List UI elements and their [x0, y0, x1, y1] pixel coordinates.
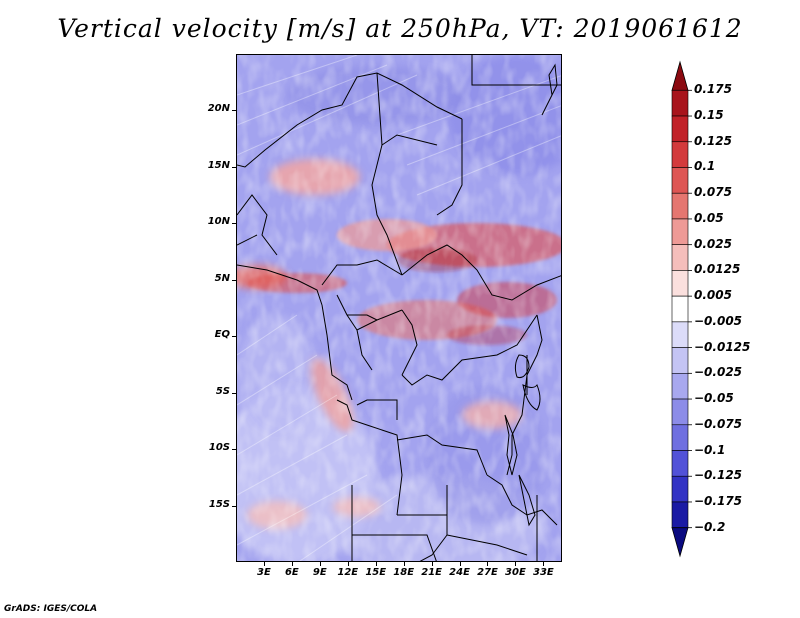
lon-label: 12E: [337, 567, 359, 578]
lat-tick: [232, 110, 236, 112]
colorbar-swatch: [671, 321, 689, 348]
colorbar-level-label: 0.0125: [694, 262, 741, 277]
lon-label: 18E: [393, 567, 415, 578]
lon-tick: [487, 562, 489, 566]
colorbar-level-label: −0.005: [694, 313, 743, 328]
lat-tick: [232, 279, 236, 281]
lat-tick: [232, 166, 236, 168]
colorbar-level-label: −0.075: [694, 416, 743, 431]
colorbar-swatch: [671, 244, 689, 271]
lat-label: 10S: [208, 442, 230, 454]
lon-label: 27E: [477, 567, 498, 578]
colorbar-swatch: [671, 475, 689, 503]
colorbar-level-label: −0.125: [694, 468, 743, 483]
lon-tick: [375, 562, 377, 566]
colorbar-swatch: [671, 424, 689, 451]
lat-label: 15N: [207, 159, 230, 171]
colorbar-swatch: [671, 167, 689, 194]
lon-tick: [459, 562, 461, 566]
lon-label: 9E: [312, 567, 327, 578]
colorbar-swatch: [671, 295, 689, 323]
colorbar-level-label: −0.1: [694, 442, 726, 457]
lat-tick: [232, 392, 236, 394]
colorbar-level-label: −0.05: [694, 391, 734, 406]
colorbar-level-label: 0.15: [694, 108, 724, 123]
lon-label: 33E: [532, 567, 554, 578]
colorbar-level-label: −0.175: [694, 493, 743, 508]
lat-label: 10N: [207, 216, 230, 228]
colorbar-level-label: −0.2: [694, 519, 726, 534]
lon-tick: [291, 562, 293, 566]
plot-title: Vertical velocity [m/s] at 250hPa, VT: 2…: [57, 14, 743, 43]
colorbar-level-label: 0.175: [694, 82, 732, 97]
lon-label: 21E: [421, 567, 442, 578]
colorbar-level-label: 0.005: [694, 288, 732, 303]
velocity-field: [237, 55, 561, 561]
colorbar-swatch: [671, 373, 689, 400]
colorbar-top-arrow: [671, 60, 689, 91]
colorbar-swatch: [671, 347, 689, 374]
colorbar-level-label: 0.025: [694, 236, 732, 251]
lat-tick: [232, 505, 236, 507]
lon-label: 3E: [257, 567, 271, 578]
colorbar-level-label: 0.125: [694, 133, 732, 148]
lon-label: 6E: [284, 567, 299, 578]
colorbar-bottom-arrow: [671, 527, 689, 558]
colorbar-level-label: −0.0125: [694, 339, 751, 354]
colorbar-swatch: [671, 90, 689, 117]
colorbar-level-label: 0.075: [694, 185, 732, 200]
lon-label: 15E: [365, 567, 387, 578]
colorbar-swatch: [671, 501, 689, 528]
lon-label: 24E: [449, 567, 470, 578]
colorbar-swatch: [671, 450, 689, 477]
lat-label: 5S: [215, 385, 230, 397]
lon-tick: [347, 562, 349, 566]
lat-tick: [232, 223, 236, 225]
lon-label: 30E: [505, 567, 526, 578]
colorbar-level-label: 0.1: [694, 159, 716, 174]
colorbar-swatch: [671, 270, 689, 297]
colorbar-swatch: [671, 192, 689, 220]
map-panel[interactable]: [236, 54, 562, 562]
colorbar-swatch: [671, 218, 689, 245]
lon-tick: [431, 562, 433, 566]
colorbar-level-label: −0.025: [694, 365, 743, 380]
lon-tick: [515, 562, 517, 566]
lat-label: 15S: [208, 498, 230, 510]
lon-tick: [319, 562, 321, 566]
lat-label: EQ: [214, 329, 230, 341]
lon-tick: [403, 562, 405, 566]
colorbar-level-label: 0.05: [694, 210, 724, 225]
colorbar-swatch: [671, 398, 689, 426]
lon-tick: [543, 562, 545, 566]
lon-tick: [263, 562, 265, 566]
lat-tick: [232, 336, 236, 338]
colorbar-swatch: [671, 115, 689, 143]
footer-credit: GrADS: IGES/COLA: [4, 604, 98, 614]
lat-label: 5N: [214, 272, 230, 284]
lat-label: 20N: [207, 103, 230, 115]
colorbar-swatch: [671, 141, 689, 168]
lat-tick: [232, 449, 236, 451]
